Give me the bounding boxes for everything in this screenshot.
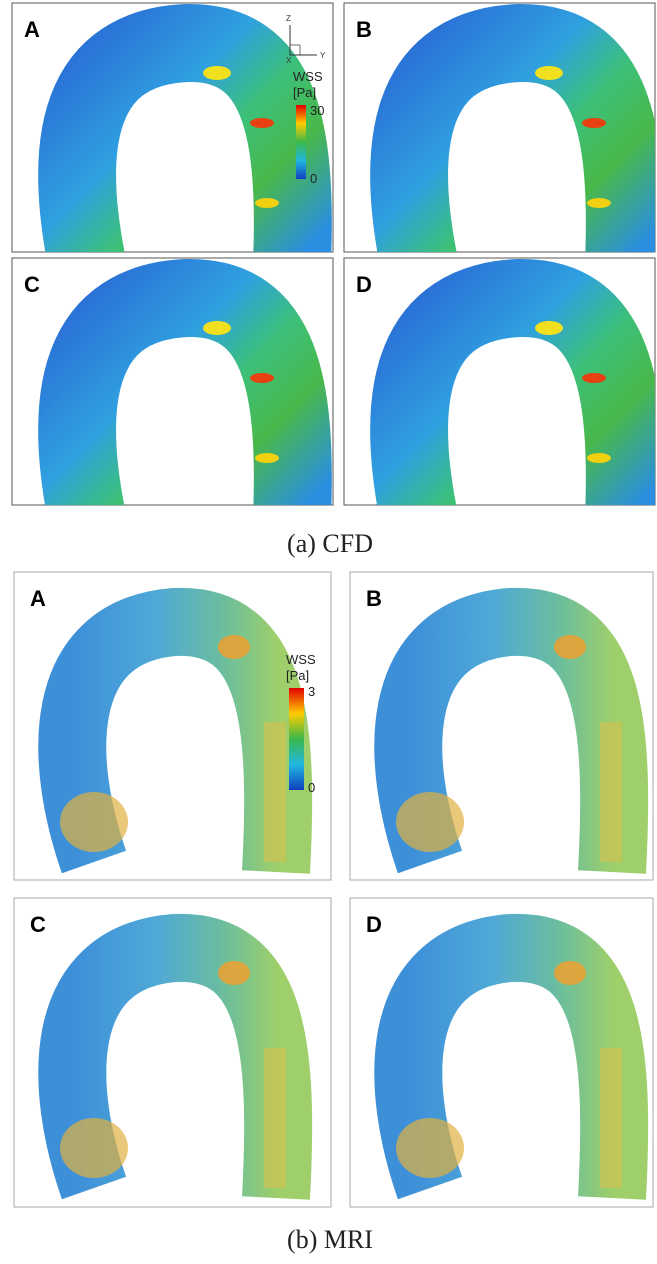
axis-label: Z: [286, 14, 291, 23]
colorbar-min: 0: [308, 780, 315, 795]
colorbar-max: 30: [310, 103, 324, 118]
axis-label: Y: [320, 51, 326, 60]
caption: (a) CFD: [287, 529, 373, 558]
mri-panel: D: [349, 897, 654, 1208]
panel-label: D: [356, 272, 372, 297]
caption: (b) MRI: [287, 1225, 373, 1254]
panel-label: D: [366, 912, 382, 937]
colorbar: [296, 105, 306, 179]
panel-label: A: [30, 586, 46, 611]
axis-label: X: [286, 56, 292, 65]
colorbar-min: 0: [310, 171, 317, 186]
panel-label: C: [30, 912, 46, 937]
cfd-panel: C: [11, 257, 334, 506]
cfd-panel: A Z X Y WSS [Pa] 30 0: [11, 2, 334, 253]
panel-label: B: [356, 17, 372, 42]
mri-panel: C: [13, 897, 332, 1208]
colorbar-title: WSS: [286, 652, 316, 667]
mri-panel: B: [349, 571, 654, 881]
cfd-panel: B: [343, 2, 656, 253]
mri-panel: A WSS [Pa] 3 0: [13, 571, 332, 881]
colorbar: [289, 688, 304, 790]
panel-label: A: [24, 17, 40, 42]
colorbar-title: WSS: [293, 69, 323, 84]
cfd-panel: D: [343, 257, 656, 506]
axis-triad: Z X Y: [286, 14, 326, 65]
colorbar-unit: [Pa]: [293, 85, 316, 100]
colorbar-max: 3: [308, 684, 315, 699]
colorbar-unit: [Pa]: [286, 668, 309, 683]
panel-label: B: [366, 586, 382, 611]
panel-label: C: [24, 272, 40, 297]
